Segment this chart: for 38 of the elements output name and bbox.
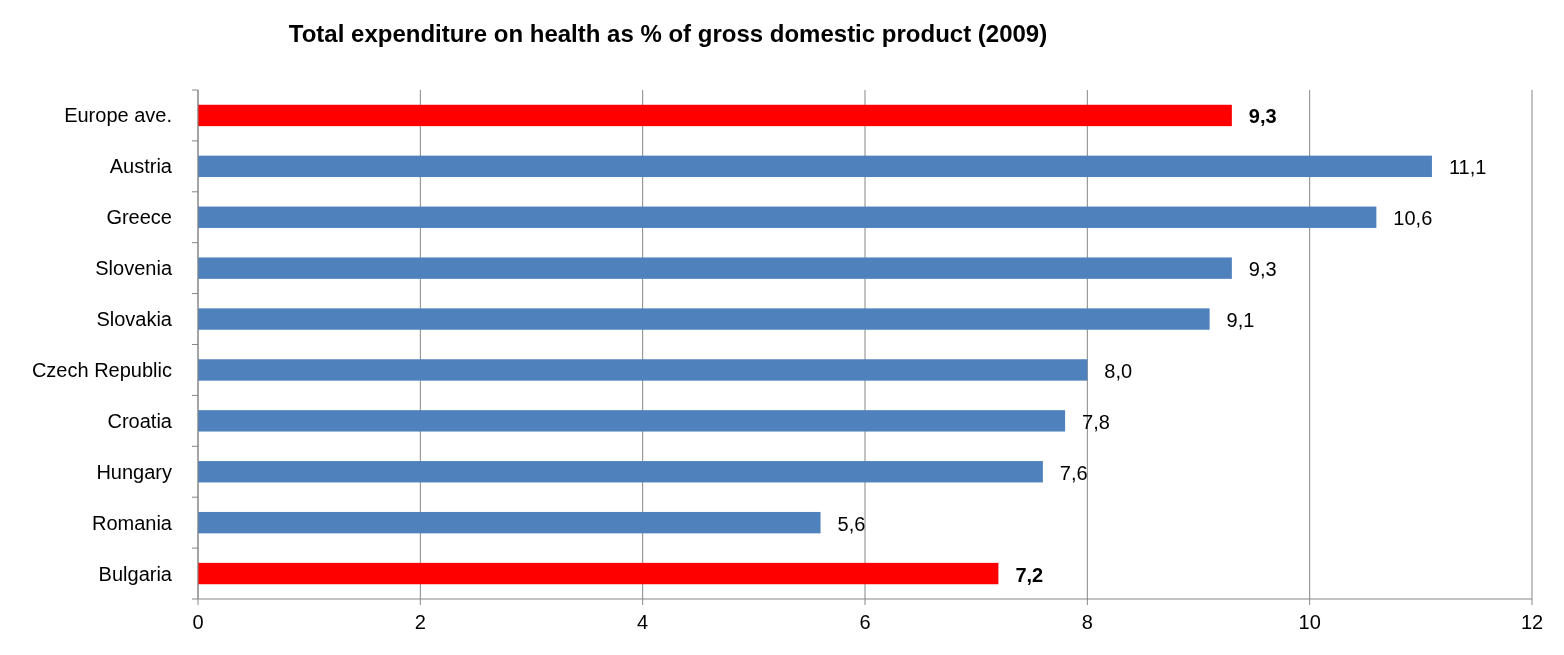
data-label: 10,6 [1393,207,1433,230]
y-tick-label: Slovenia [95,257,173,280]
x-tick-label: 4 [637,611,649,633]
x-tick-label: 10 [1298,611,1321,633]
x-tick-label: 12 [1520,611,1544,633]
chart-title: Total expenditure on health as % of gross domestic product (2009) [288,20,1048,47]
data-label: 9,1 [1226,309,1255,332]
bar [198,104,1232,127]
y-tick-label: Greece [106,206,172,229]
y-tick-label: Hungary [96,460,172,483]
data-label: 9,3 [1248,105,1277,128]
x-tick-label: 6 [859,611,871,633]
y-tick-label: Romania [91,511,173,534]
x-tick-label: 8 [1081,611,1093,633]
data-label: 8,0 [1104,359,1133,382]
y-tick-label: Austria [109,155,173,178]
data-label: 7,2 [1015,563,1044,586]
data-label: 7,8 [1082,410,1110,433]
y-tick-label: Czech Republic [31,358,172,381]
y-tick-label: Croatia [107,409,173,432]
y-tick-label: Bulgaria [98,562,173,585]
bar [198,410,1066,432]
x-tick-label: 0 [192,611,204,633]
bar [198,308,1210,330]
data-label: 5,6 [837,512,866,535]
bar [198,511,821,534]
x-tick-label: 2 [414,611,426,633]
bar [198,206,1377,228]
bar [198,461,1043,483]
bar [198,257,1232,279]
data-label: 7,6 [1059,461,1088,484]
y-tick-label: Europe ave. [64,104,172,127]
bar [198,562,999,585]
y-tick-label: Slovakia [96,308,173,331]
bar [198,155,1432,178]
data-label: 9,3 [1248,258,1277,281]
data-label: 11,1 [1448,156,1487,179]
bar [198,359,1088,381]
